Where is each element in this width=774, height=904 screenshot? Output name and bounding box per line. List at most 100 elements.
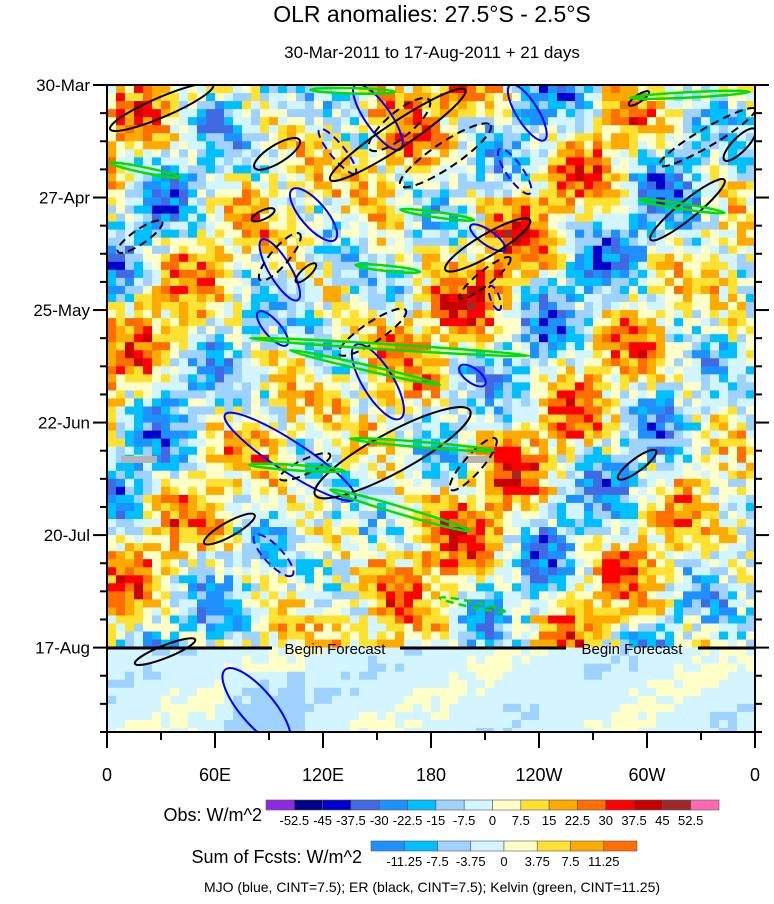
heatmap-cell bbox=[170, 398, 180, 408]
heatmap-cell bbox=[584, 205, 594, 215]
heatmap-cell bbox=[197, 382, 207, 392]
heatmap-cell bbox=[314, 374, 324, 383]
heatmap-cell bbox=[188, 350, 198, 359]
heatmap-cell bbox=[620, 486, 630, 496]
heatmap-cell bbox=[206, 374, 216, 383]
heatmap-cell bbox=[683, 326, 693, 335]
heatmap-cell bbox=[143, 366, 153, 375]
heatmap-cell bbox=[287, 543, 297, 552]
heatmap-cell bbox=[629, 277, 639, 287]
heatmap-cell bbox=[296, 326, 306, 335]
heatmap-cell bbox=[665, 269, 675, 279]
heatmap-cell bbox=[476, 607, 486, 617]
heatmap-cell bbox=[350, 245, 360, 255]
heatmap-cell bbox=[305, 543, 315, 552]
heatmap-cell bbox=[422, 334, 432, 343]
heatmap-cell bbox=[584, 293, 594, 303]
heatmap-cell bbox=[746, 165, 755, 175]
heatmap-cell bbox=[737, 591, 747, 600]
heatmap-cell bbox=[116, 253, 126, 263]
heatmap-cell bbox=[296, 639, 306, 649]
heatmap-cell bbox=[638, 414, 648, 424]
heatmap-cell bbox=[161, 374, 171, 383]
heatmap-cell bbox=[350, 567, 360, 576]
heatmap-cell bbox=[728, 446, 738, 456]
heatmap-cell bbox=[287, 109, 297, 118]
heatmap-cell bbox=[665, 261, 675, 271]
heatmap-cell bbox=[125, 141, 135, 150]
heatmap-cell bbox=[143, 639, 153, 649]
heatmap-cell bbox=[647, 390, 657, 400]
heatmap-cell bbox=[557, 213, 567, 223]
heatmap-cell bbox=[287, 302, 297, 311]
heatmap-cell bbox=[458, 109, 468, 118]
heatmap-cell bbox=[503, 535, 513, 544]
heatmap-cell bbox=[665, 101, 675, 110]
heatmap-cell bbox=[431, 117, 441, 126]
heatmap-cell bbox=[269, 366, 279, 375]
heatmap-cell bbox=[341, 101, 351, 110]
heatmap-cell bbox=[188, 181, 198, 191]
heatmap-cell bbox=[242, 269, 252, 279]
heatmap-cell bbox=[413, 382, 423, 392]
heatmap-cell bbox=[233, 551, 243, 560]
heatmap-cell bbox=[620, 567, 630, 576]
heatmap-cell bbox=[476, 575, 486, 584]
heatmap-cell bbox=[458, 366, 468, 375]
heatmap-cell bbox=[161, 125, 171, 134]
heatmap-cell bbox=[224, 535, 234, 544]
heatmap-cell bbox=[377, 358, 387, 367]
heatmap-cell bbox=[449, 165, 459, 175]
heatmap-cell bbox=[242, 575, 252, 584]
heatmap-cell bbox=[161, 293, 171, 303]
heatmap-cell bbox=[422, 527, 432, 536]
heatmap-cell bbox=[476, 165, 486, 175]
heatmap-cell bbox=[557, 486, 567, 496]
heatmap-cell bbox=[332, 101, 342, 110]
heatmap-cell bbox=[197, 462, 207, 472]
heatmap-cell bbox=[593, 607, 603, 617]
heatmap-cell bbox=[737, 470, 747, 480]
heatmap-cell bbox=[692, 117, 702, 126]
heatmap-cell bbox=[548, 310, 558, 319]
heatmap-cell bbox=[629, 631, 639, 641]
heatmap-cell bbox=[134, 261, 144, 271]
heatmap-cell bbox=[656, 478, 666, 488]
heatmap-cell bbox=[602, 631, 612, 641]
heatmap-cell bbox=[206, 342, 216, 351]
heatmap-cell bbox=[368, 454, 378, 464]
heatmap-cell bbox=[728, 374, 738, 383]
heatmap-cell bbox=[503, 462, 513, 472]
heatmap-cell bbox=[683, 285, 693, 295]
heatmap-cell bbox=[620, 623, 630, 633]
heatmap-cell bbox=[476, 141, 486, 150]
heatmap-cell bbox=[719, 125, 729, 134]
heatmap-cell bbox=[665, 543, 675, 552]
heatmap-cell bbox=[116, 470, 126, 480]
heatmap-cell bbox=[179, 567, 189, 576]
heatmap-cell bbox=[683, 382, 693, 392]
heatmap-cell bbox=[269, 591, 279, 600]
heatmap-cell bbox=[602, 245, 612, 255]
heatmap-cell bbox=[701, 470, 711, 480]
heatmap-cell bbox=[440, 398, 450, 408]
heatmap-cell bbox=[116, 559, 126, 568]
heatmap-cell bbox=[404, 382, 414, 392]
heatmap-cell bbox=[224, 615, 234, 625]
heatmap-cell bbox=[341, 607, 351, 617]
heatmap-cell bbox=[656, 446, 666, 456]
heatmap-cell bbox=[395, 478, 405, 488]
heatmap-cell bbox=[242, 334, 252, 343]
heatmap-cell bbox=[494, 494, 504, 504]
heatmap-cell bbox=[206, 133, 216, 142]
heatmap-cell bbox=[494, 310, 504, 319]
heatmap-cell bbox=[575, 117, 585, 126]
heatmap-cell bbox=[323, 165, 333, 175]
heatmap-cell bbox=[485, 615, 495, 625]
heatmap-cell bbox=[350, 173, 360, 183]
heatmap-cell bbox=[485, 133, 495, 142]
heatmap-cell bbox=[359, 326, 369, 335]
heatmap-cell bbox=[548, 85, 558, 94]
heatmap-cell bbox=[476, 591, 486, 600]
heatmap-cell bbox=[620, 141, 630, 150]
